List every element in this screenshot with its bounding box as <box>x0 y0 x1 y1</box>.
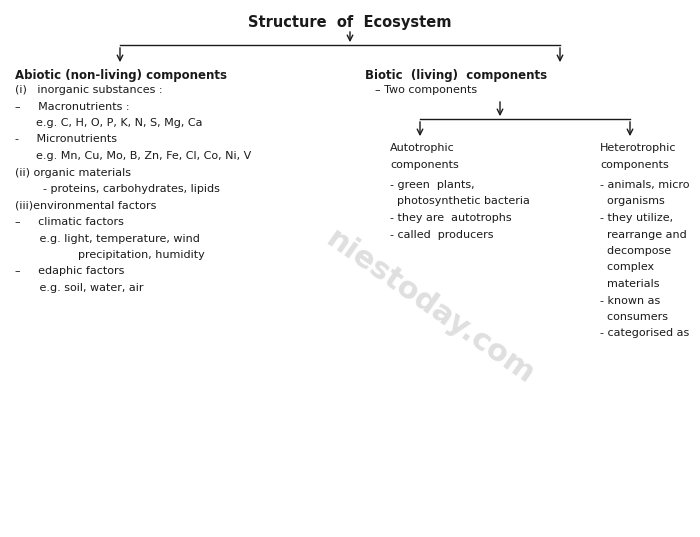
Text: e.g. light, temperature, wind: e.g. light, temperature, wind <box>15 234 200 243</box>
Text: components: components <box>390 159 458 170</box>
Text: -     Micronutrients: - Micronutrients <box>15 134 117 144</box>
Text: - they are  autotrophs: - they are autotrophs <box>390 213 512 223</box>
Text: Biotic  (living)  components: Biotic (living) components <box>365 69 547 82</box>
Text: –     climatic factors: – climatic factors <box>15 217 124 227</box>
Text: components: components <box>600 159 668 170</box>
Text: – Two components: – Two components <box>375 85 477 95</box>
Text: materials: materials <box>600 279 659 289</box>
Text: - they utilize,: - they utilize, <box>600 213 673 223</box>
Text: e.g. C, H, O, P, K, N, S, Mg, Ca: e.g. C, H, O, P, K, N, S, Mg, Ca <box>15 118 202 128</box>
Text: consumers: consumers <box>600 312 668 322</box>
Text: - green  plants,: - green plants, <box>390 180 475 190</box>
Text: (ii) organic materials: (ii) organic materials <box>15 168 131 178</box>
Text: niestoday.com: niestoday.com <box>321 224 540 390</box>
Text: photosynthetic bacteria: photosynthetic bacteria <box>390 197 530 207</box>
Text: - animals, micro: - animals, micro <box>600 180 690 190</box>
Text: - called  producers: - called producers <box>390 229 494 240</box>
Text: precipitation, humidity: precipitation, humidity <box>15 250 204 260</box>
Text: e.g. soil, water, air: e.g. soil, water, air <box>15 283 144 293</box>
Text: rearrange and: rearrange and <box>600 229 687 240</box>
Text: e.g. Mn, Cu, Mo, B, Zn, Fe, Cl, Co, Ni, V: e.g. Mn, Cu, Mo, B, Zn, Fe, Cl, Co, Ni, … <box>15 151 251 161</box>
Text: - proteins, carbohydrates, lipids: - proteins, carbohydrates, lipids <box>15 184 220 194</box>
Text: - categorised as: - categorised as <box>600 329 690 338</box>
Text: Heterotrophic: Heterotrophic <box>600 143 676 153</box>
Text: (iii)environmental factors: (iii)environmental factors <box>15 200 156 211</box>
Text: (i)   inorganic substances :: (i) inorganic substances : <box>15 85 162 95</box>
Text: –     Macronutrients :: – Macronutrients : <box>15 101 130 112</box>
Text: Abiotic (non-living) components: Abiotic (non-living) components <box>15 69 227 82</box>
Text: decompose: decompose <box>600 246 671 256</box>
Text: organisms: organisms <box>600 197 665 207</box>
Text: complex: complex <box>600 263 654 272</box>
Text: –     edaphic factors: – edaphic factors <box>15 266 125 277</box>
Text: Autotrophic: Autotrophic <box>390 143 455 153</box>
Text: Structure  of  Ecosystem: Structure of Ecosystem <box>248 15 452 30</box>
Text: - known as: - known as <box>600 295 660 306</box>
